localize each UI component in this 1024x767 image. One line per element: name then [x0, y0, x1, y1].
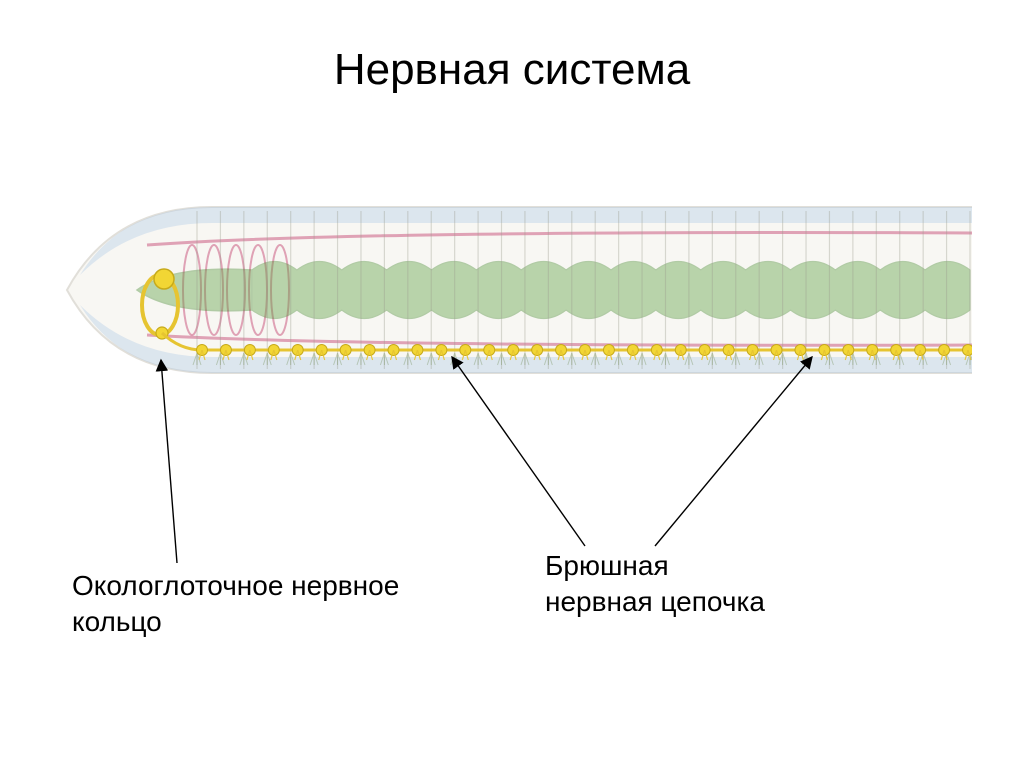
stage: Нервная система Окологлоточное нервноеко…: [0, 0, 1024, 767]
label-ventral-nerve-cord: Брюшнаянервная цепочка: [545, 548, 765, 621]
label-peripharyngeal-ring: Окологлоточное нервноекольцо: [72, 568, 399, 641]
worm-diagram: [52, 175, 972, 405]
page-title: Нервная система: [0, 45, 1024, 95]
